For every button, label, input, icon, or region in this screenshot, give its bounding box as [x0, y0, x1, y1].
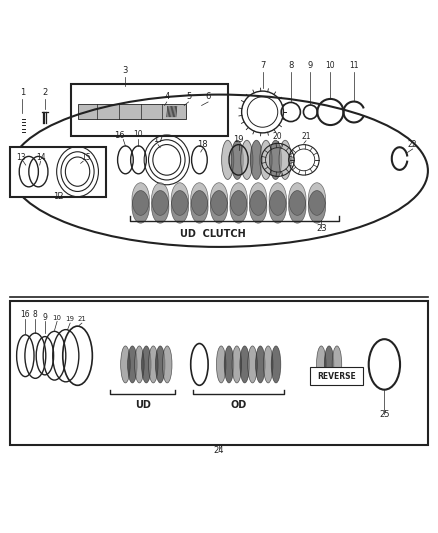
Text: 22: 22: [408, 140, 417, 149]
Ellipse shape: [216, 346, 226, 383]
Ellipse shape: [224, 346, 234, 383]
Text: 1: 1: [20, 87, 25, 96]
Ellipse shape: [263, 346, 273, 383]
Ellipse shape: [210, 183, 228, 215]
Ellipse shape: [231, 140, 244, 180]
Text: 14: 14: [36, 153, 46, 162]
Text: 3: 3: [123, 66, 128, 75]
Text: 10: 10: [325, 61, 335, 70]
Text: UD: UD: [135, 400, 151, 410]
Ellipse shape: [269, 140, 282, 180]
Bar: [78, 104, 186, 119]
Ellipse shape: [308, 183, 325, 215]
Ellipse shape: [171, 183, 188, 215]
Ellipse shape: [269, 183, 286, 215]
Ellipse shape: [250, 183, 267, 215]
Text: 25: 25: [379, 410, 390, 418]
Text: 21: 21: [301, 132, 311, 141]
Ellipse shape: [289, 183, 306, 215]
Text: 19: 19: [233, 135, 244, 144]
Text: 24: 24: [214, 446, 224, 455]
Ellipse shape: [260, 140, 272, 180]
Text: 11: 11: [349, 61, 359, 70]
Text: 10: 10: [134, 130, 143, 139]
Ellipse shape: [279, 140, 291, 180]
Text: 7: 7: [260, 61, 265, 70]
Text: 19: 19: [66, 317, 74, 322]
Ellipse shape: [171, 191, 188, 223]
Text: 16: 16: [21, 310, 30, 319]
Ellipse shape: [222, 140, 234, 180]
Ellipse shape: [240, 346, 250, 383]
Text: 2: 2: [42, 87, 48, 96]
Bar: [10, 147, 106, 197]
Bar: [311, 367, 363, 385]
Text: 9: 9: [42, 312, 47, 321]
Ellipse shape: [324, 346, 334, 383]
Ellipse shape: [148, 346, 158, 383]
Ellipse shape: [191, 183, 208, 215]
Text: 21: 21: [78, 317, 86, 322]
Text: UD  CLUTCH: UD CLUTCH: [180, 229, 245, 239]
Text: REVERSE: REVERSE: [317, 372, 356, 381]
Ellipse shape: [155, 346, 165, 383]
Ellipse shape: [132, 191, 149, 223]
Ellipse shape: [152, 183, 169, 215]
Ellipse shape: [269, 191, 286, 223]
Ellipse shape: [134, 346, 144, 383]
Ellipse shape: [332, 346, 342, 383]
Text: 10: 10: [53, 314, 62, 320]
Ellipse shape: [255, 346, 265, 383]
Text: 6: 6: [205, 92, 211, 101]
Ellipse shape: [162, 346, 172, 383]
Text: 12: 12: [53, 192, 63, 201]
Ellipse shape: [230, 191, 247, 223]
Ellipse shape: [230, 183, 247, 215]
Ellipse shape: [127, 346, 137, 383]
Ellipse shape: [132, 183, 149, 215]
Ellipse shape: [251, 140, 262, 180]
Text: 4: 4: [164, 92, 170, 101]
Ellipse shape: [191, 191, 208, 223]
Text: 9: 9: [308, 61, 313, 70]
Text: 16: 16: [114, 131, 125, 140]
Text: 18: 18: [197, 140, 208, 149]
Ellipse shape: [250, 191, 267, 223]
Text: OD: OD: [230, 400, 247, 410]
Ellipse shape: [210, 191, 228, 223]
Ellipse shape: [232, 346, 242, 383]
Text: 23: 23: [316, 224, 327, 233]
Ellipse shape: [289, 191, 306, 223]
Text: 13: 13: [16, 153, 26, 162]
Ellipse shape: [317, 346, 326, 383]
Text: 8: 8: [288, 61, 293, 70]
Ellipse shape: [141, 346, 151, 383]
Bar: [10, 301, 428, 445]
Ellipse shape: [120, 346, 130, 383]
Text: 15: 15: [81, 153, 91, 162]
Ellipse shape: [241, 140, 253, 180]
Text: 17: 17: [153, 135, 163, 144]
Ellipse shape: [152, 191, 169, 223]
Text: 5: 5: [186, 92, 191, 101]
Bar: [71, 84, 228, 136]
Ellipse shape: [248, 346, 257, 383]
Text: 8: 8: [33, 310, 38, 319]
Ellipse shape: [308, 191, 325, 223]
Ellipse shape: [271, 346, 281, 383]
Text: 20: 20: [273, 132, 283, 141]
